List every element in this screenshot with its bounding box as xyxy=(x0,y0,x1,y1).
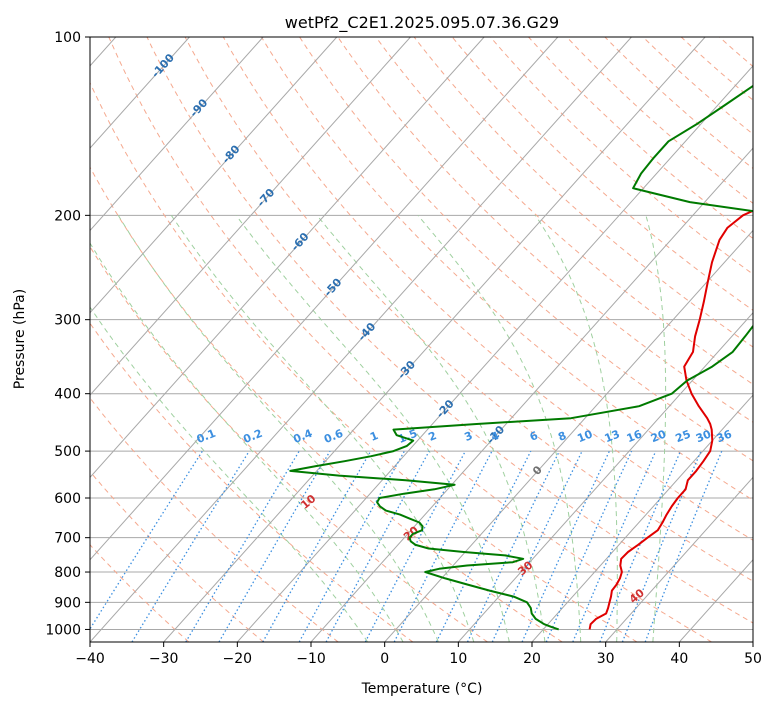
mixing-ratio-line xyxy=(491,450,583,642)
y-tick-label: 700 xyxy=(54,531,81,547)
mixing-ratio-line xyxy=(599,450,682,642)
profile-lines xyxy=(289,84,753,631)
dry-adiabat-line xyxy=(90,245,488,642)
mixing-ratio-label: 13 xyxy=(603,427,622,445)
mixing-ratio-label: 1 xyxy=(368,429,380,444)
mixing-ratio-label: 8 xyxy=(556,429,568,444)
isotherm-line xyxy=(90,37,411,396)
isotherm-line xyxy=(531,394,753,642)
dry-adiabat-line xyxy=(90,470,264,642)
dry-adiabat-line xyxy=(108,37,712,642)
dry-adiabat-line xyxy=(90,166,563,642)
x-tick-label: −20 xyxy=(223,651,253,667)
plot-frame xyxy=(89,36,754,643)
dry-adiabat-line xyxy=(260,37,753,501)
mixing-ratio-line xyxy=(466,450,560,642)
isotherm-line xyxy=(310,147,753,642)
dewpoint-profile-line xyxy=(289,84,753,631)
moist-adiabat-line xyxy=(235,215,510,642)
dry-adiabat-line xyxy=(184,37,753,582)
y-tick-label: 500 xyxy=(54,444,81,460)
y-tick-label: 1000 xyxy=(45,622,81,638)
mixing-ratio-line xyxy=(435,450,532,642)
x-tick-label: 30 xyxy=(597,651,615,667)
mixing-ratio-label: 10 xyxy=(575,427,594,445)
mixing-ratio-label: 20 xyxy=(649,427,668,445)
isotherm-line xyxy=(605,476,753,642)
moist-adiabat-line xyxy=(534,215,618,642)
moist-adiabat-line xyxy=(90,242,404,642)
temperature-profile-line xyxy=(588,209,753,630)
y-tick-label: 100 xyxy=(54,30,81,46)
x-tick-label: 10 xyxy=(449,651,467,667)
y-tick-label: 900 xyxy=(54,595,81,611)
dry-adiabat-line xyxy=(375,37,753,385)
y-tick-label: 400 xyxy=(54,387,81,403)
dry-adiabat-line xyxy=(413,37,753,348)
y-tick-label: 600 xyxy=(54,491,81,507)
moist-adiabat-line xyxy=(170,215,475,642)
x-tick-label: −30 xyxy=(149,651,179,667)
x-axis-title: Temperature (°C) xyxy=(361,681,483,697)
background-lines xyxy=(90,37,753,642)
y-axis-title: Pressure (hPa) xyxy=(12,289,28,389)
x-tick-label: 20 xyxy=(523,651,541,667)
dry-adiabat-line xyxy=(90,81,638,642)
moist-adiabat-line xyxy=(645,215,667,642)
y-tick-label: 300 xyxy=(54,313,81,329)
isotherm-line xyxy=(163,37,706,642)
mixing-ratio-line xyxy=(364,450,466,642)
mixing-ratio-line xyxy=(545,450,633,642)
isotherm-line xyxy=(90,37,632,642)
dry-adiabat-line xyxy=(299,37,753,462)
isotherm-line xyxy=(90,37,264,232)
mixing-ratio-line xyxy=(325,450,430,642)
y-tick-label: 800 xyxy=(54,565,81,581)
x-tick-label: 40 xyxy=(670,651,688,667)
x-tick-label: −10 xyxy=(296,651,326,667)
moist-adiabat-line xyxy=(90,306,369,642)
mixing-ratio-line xyxy=(521,450,610,642)
isotherm-line xyxy=(236,65,753,642)
mixing-ratio-line xyxy=(572,450,657,642)
mixing-ratio-label: 3 xyxy=(463,429,475,444)
isotherm-line xyxy=(90,37,338,314)
isotherm-line xyxy=(90,37,190,149)
mixing-ratio-label: 25 xyxy=(674,428,693,446)
mixing-ratio-line xyxy=(185,450,300,642)
isotherm-line xyxy=(457,312,753,642)
mixing-ratio-label: 2 xyxy=(426,429,438,444)
mixing-ratio-label: 16 xyxy=(625,427,644,445)
x-tick-label: −40 xyxy=(75,651,105,667)
moist-adiabat-line xyxy=(417,214,582,642)
chart-title: wetPf2_C2E1.2025.095.07.36.G29 xyxy=(285,13,559,33)
isotherm-line xyxy=(90,37,485,479)
moist-adiabat-line xyxy=(117,215,439,642)
mixing-ratio-line xyxy=(298,450,405,642)
moist-adiabat-line xyxy=(316,214,546,642)
dry-adiabat-line xyxy=(222,37,753,541)
mixing-ratio-label: 36 xyxy=(715,427,734,445)
mixing-ratio-label: 30 xyxy=(694,427,713,445)
mixing-ratio-line xyxy=(218,450,331,642)
dry-adiabat-line xyxy=(146,37,753,624)
axes: −40 −30 −20 −10 0 10 20 30 40 50 100 200 300 400 500 60… xyxy=(45,30,762,667)
isotherm-line xyxy=(384,229,753,642)
x-tick-label: 50 xyxy=(744,651,762,667)
mixing-ratio-line xyxy=(393,450,493,642)
x-tick-label: 0 xyxy=(380,651,389,667)
y-tick-label: 200 xyxy=(54,208,81,224)
mixing-ratio-line xyxy=(644,450,723,642)
isotherm-line xyxy=(90,37,559,561)
